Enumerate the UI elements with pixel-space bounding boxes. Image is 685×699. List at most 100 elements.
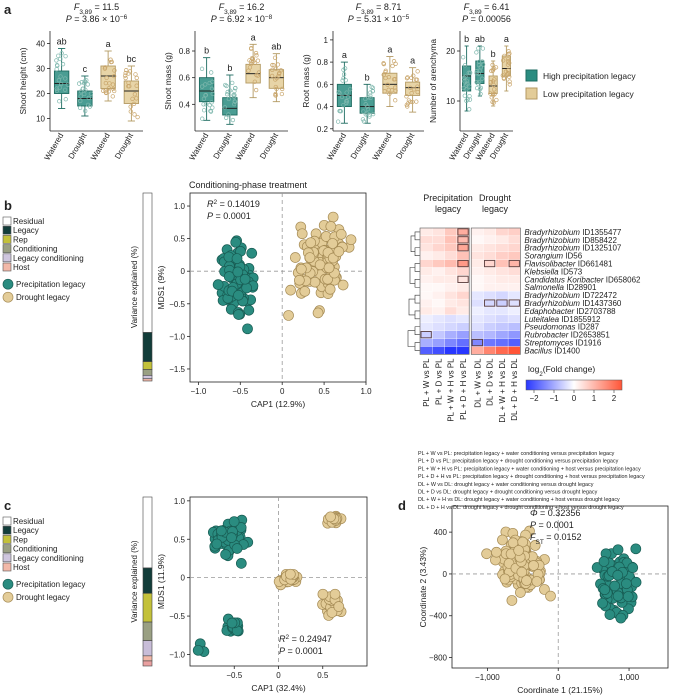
c-legend-swatch: [2, 553, 12, 563]
panel-label-b: b: [4, 198, 12, 213]
sample-point: [325, 511, 336, 523]
heatmap-cell: [495, 227, 509, 237]
sample-point: [233, 309, 244, 320]
significant-cell-outline: [496, 299, 508, 307]
x-axis-label: CAP1 (32.4%): [251, 683, 305, 693]
data-point: [277, 70, 282, 76]
data-point: [506, 51, 511, 57]
b-r2-stat: R2 = 0.14019: [207, 199, 260, 210]
heatmap-row-label: Bradyrhizobium ID858422: [524, 236, 617, 245]
data-point: [502, 53, 507, 59]
x-tick-label: Watered: [325, 132, 348, 162]
b-stack-segment: [142, 332, 153, 362]
b-stack-ylabel: Variance explained (%): [130, 246, 139, 328]
significance-letter: a: [251, 32, 256, 42]
data-point: [230, 80, 235, 86]
significance-letter: ab: [475, 34, 485, 44]
significant-cell-outline: [457, 236, 469, 244]
data-point: [464, 78, 469, 84]
heatmap-cell: [444, 306, 458, 316]
significance-letter: a: [342, 50, 347, 60]
data-point: [104, 75, 109, 81]
heatmap-cell: [483, 306, 496, 316]
data-point: [203, 82, 208, 87]
c-group-swatch-low: [2, 591, 14, 603]
y-tick-label: 0.4: [317, 103, 329, 112]
sample-point: [506, 595, 518, 606]
data-point: [462, 79, 467, 84]
data-point: [106, 89, 112, 94]
data-point: [501, 75, 506, 80]
sample-point: [212, 279, 224, 290]
data-point: [123, 73, 128, 78]
sample-point: [283, 310, 294, 321]
data-point: [54, 58, 59, 63]
legend-swatch-high: [525, 69, 538, 82]
heatmap-cell: [471, 243, 484, 252]
data-point: [370, 111, 376, 117]
data-point: [223, 82, 228, 88]
data-point: [222, 105, 227, 110]
data-point: [364, 111, 369, 116]
abbreviation-note: DL + W vs DL: drought legacy + water con…: [418, 482, 594, 488]
heatmap-cell: [432, 275, 445, 284]
data-point: [415, 84, 420, 89]
heatmap-cell: [507, 338, 521, 347]
heatmap-cell: [419, 338, 433, 347]
x-tick-label: Watered: [43, 132, 66, 162]
y-tick-label: 0.6: [179, 74, 191, 83]
b-stack-segment: [142, 375, 153, 380]
colorbar: [525, 379, 623, 391]
y-tick-label: 0.5: [174, 535, 186, 544]
data-point: [405, 101, 411, 106]
heatmap-cell: [507, 243, 521, 252]
data-point: [344, 90, 349, 95]
y-tick-label: 0: [443, 570, 448, 579]
heatmap-cell: [471, 346, 484, 355]
heatmap-cell: [456, 338, 470, 347]
sample-point: [345, 234, 357, 246]
dendrogram-branch: [408, 298, 415, 316]
sample-point: [294, 274, 305, 286]
heatmap-cell: [432, 322, 445, 331]
colorbar-tick-label: −2: [529, 394, 539, 403]
data-point: [274, 76, 279, 81]
data-point: [507, 82, 512, 87]
data-point: [272, 55, 278, 60]
abbreviation-note: DL + W + H vs DL: drought legacy + water…: [418, 497, 620, 503]
heatmap-cell: [483, 291, 496, 300]
box: [198, 77, 215, 103]
data-point: [252, 60, 258, 66]
heatmap-cell: [419, 267, 433, 276]
b-group-label-low: Drought legacy: [16, 293, 70, 302]
data-point: [224, 92, 230, 97]
heatmap-cell: [471, 251, 484, 260]
sample-point: [591, 562, 603, 573]
data-point: [254, 87, 259, 93]
heatmap-column-label: DL + W vs DL: [473, 358, 482, 408]
heatmap-cell: [471, 306, 484, 316]
d-fst-stat: FST = 0.0152: [530, 532, 582, 546]
heatmap-cell: [483, 235, 496, 244]
heatmap-cell: [444, 322, 458, 331]
data-point: [474, 50, 479, 55]
data-point: [79, 80, 84, 85]
sample-point: [304, 252, 316, 263]
heatmap-cell: [419, 275, 433, 284]
data-point: [494, 97, 499, 103]
heatmap-cell: [495, 330, 509, 339]
dendrogram-branch: [414, 263, 420, 272]
data-point: [271, 63, 276, 68]
data-point: [336, 89, 341, 95]
sample-point: [599, 584, 611, 596]
significant-cell-outline: [457, 244, 469, 252]
heatmap-cell: [419, 251, 433, 260]
heatmap-column-label: PL + D vs PL: [434, 358, 443, 405]
heatmap-cell: [456, 346, 470, 355]
heatmap-cell: [444, 346, 458, 355]
sample-point: [322, 273, 333, 285]
sample-point: [481, 548, 492, 560]
b-scatter: −1.0 −0.5 0 0.5 1.0 −1.5 −1.0 −0.5 0 0.5 1.0 CAP1 (…: [156, 192, 372, 409]
significance-letter: b: [204, 46, 209, 56]
